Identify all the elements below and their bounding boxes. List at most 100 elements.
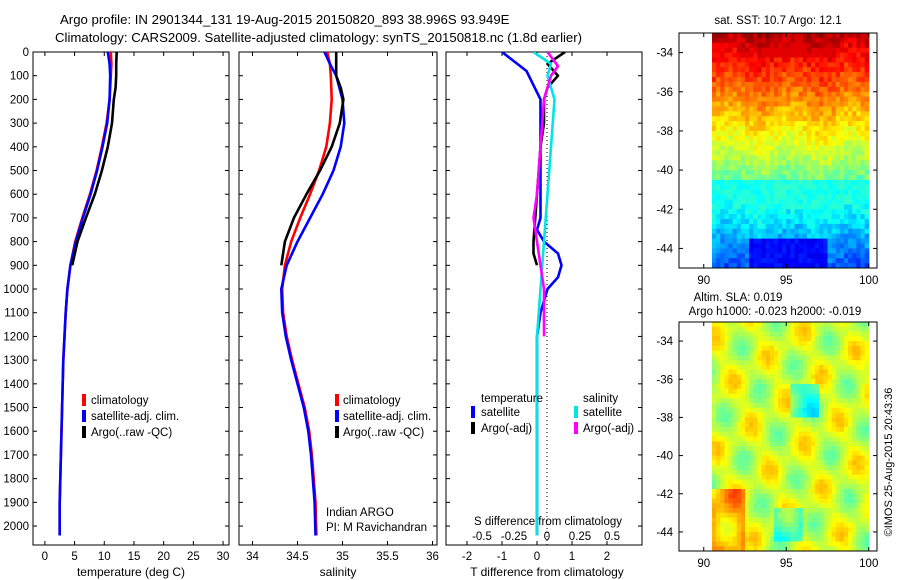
heatmap-cell: [827, 336, 833, 342]
heatmap-cell: [811, 233, 816, 240]
heatmap-cell: [757, 384, 763, 390]
heatmap-cell: [773, 355, 779, 361]
heatmap-cell: [852, 484, 857, 490]
heatmap-cell: [782, 546, 787, 551]
heatmap-cell: [864, 360, 870, 366]
heatmap-cell: [778, 258, 783, 264]
heatmap-cell: [765, 426, 771, 433]
heatmap-cell: [794, 106, 800, 112]
heatmap-cell: [753, 37, 758, 44]
heatmap-cell: [806, 379, 812, 385]
heatmap-cell: [728, 150, 734, 156]
heatmap-cell: [786, 336, 791, 342]
legend-label-argo: Argo(..raw -QC): [343, 427, 424, 439]
heatmap-cell: [736, 96, 742, 103]
heatmap-cell: [815, 536, 820, 543]
heatmap-cell: [835, 263, 841, 268]
heatmap-cell: [790, 364, 796, 371]
heatmap-cell: [712, 219, 717, 225]
heatmap-cell: [728, 140, 734, 147]
heatmap-cell: [786, 326, 791, 333]
heatmap-cell: [773, 369, 779, 376]
heatmap-cell: [786, 431, 791, 438]
heatmap-cell: [749, 388, 754, 395]
heatmap-cell: [769, 126, 775, 132]
heatmap-cell: [852, 360, 857, 366]
heatmap-cell: [852, 403, 857, 409]
heatmap-cell: [740, 484, 746, 490]
heatmap-cell: [745, 126, 750, 132]
heatmap-cell: [724, 219, 730, 225]
heatmap-cell: [790, 96, 796, 103]
heatmap-cell: [827, 474, 833, 481]
heatmap-cell: [786, 204, 791, 210]
heatmap-cell: [720, 72, 725, 78]
heatmap-cell: [819, 527, 824, 533]
heatmap-cell: [856, 165, 862, 171]
heatmap-cell: [745, 253, 750, 259]
heatmap-cell: [712, 184, 717, 191]
heatmap-cell: [856, 541, 862, 547]
heatmap-cell: [749, 42, 754, 49]
heatmap-cell: [782, 345, 787, 352]
heatmap-cell: [860, 145, 866, 152]
heatmap-cell: [798, 179, 804, 186]
heatmap-cell: [712, 194, 717, 201]
heatmap-cell: [811, 101, 816, 108]
heatmap-cell: [753, 106, 758, 112]
heatmap-cell: [740, 57, 746, 63]
heatmap-cell: [831, 248, 837, 254]
heatmap-cell: [728, 426, 734, 433]
heatmap-cell: [745, 238, 750, 245]
heatmap-cell: [769, 460, 775, 466]
heatmap-cell: [802, 374, 808, 380]
heatmap-cell: [728, 522, 734, 528]
heatmap-cell: [778, 441, 783, 447]
heatmap-cell: [757, 77, 763, 83]
heatmap-cell: [745, 469, 750, 476]
y-tick-label: -34: [656, 336, 673, 348]
heatmap-cell: [716, 484, 721, 490]
heatmap-cell: [852, 258, 857, 264]
heatmap-cell: [815, 170, 820, 176]
heatmap-cell: [712, 57, 717, 63]
heatmap-cell: [782, 111, 787, 117]
heatmap-cell: [835, 155, 841, 161]
heatmap-cell: [844, 126, 849, 132]
heatmap-cell: [720, 412, 725, 419]
heatmap-cell: [749, 360, 754, 366]
heatmap-cell: [806, 355, 812, 361]
heatmap-cell: [815, 189, 820, 196]
heatmap-cell: [765, 364, 771, 371]
heatmap-cell: [712, 47, 717, 54]
heatmap-cell: [815, 126, 820, 132]
heatmap-cell: [745, 111, 750, 117]
heatmap-cell: [831, 140, 837, 147]
heatmap-cell: [815, 223, 820, 230]
heatmap-cell: [790, 204, 796, 210]
heatmap-cell: [811, 527, 816, 533]
heatmap-cell: [716, 184, 721, 191]
heatmap-cell: [745, 512, 750, 519]
heatmap-cell: [852, 145, 857, 152]
heatmap-cell: [782, 238, 787, 245]
heatmap-cell: [835, 33, 841, 39]
heatmap-cell: [778, 503, 783, 509]
heatmap-cell: [745, 531, 750, 538]
heatmap-cell: [864, 350, 870, 356]
heatmap-cell: [724, 446, 730, 452]
heatmap-cell: [802, 522, 808, 528]
heatmap-cell: [736, 322, 742, 328]
heatmap-cell: [806, 121, 812, 127]
heatmap-cell: [716, 111, 721, 117]
heatmap-cell: [856, 393, 862, 399]
heatmap-cell: [844, 331, 849, 337]
heatmap-cell: [835, 522, 841, 528]
heatmap-cell: [761, 493, 767, 500]
heatmap-cell: [864, 86, 870, 93]
heatmap-cell: [827, 374, 833, 380]
heatmap-cell: [790, 199, 796, 205]
heatmap-cell: [831, 91, 837, 98]
heatmap-cell: [848, 426, 853, 433]
heatmap-cell: [732, 140, 738, 147]
